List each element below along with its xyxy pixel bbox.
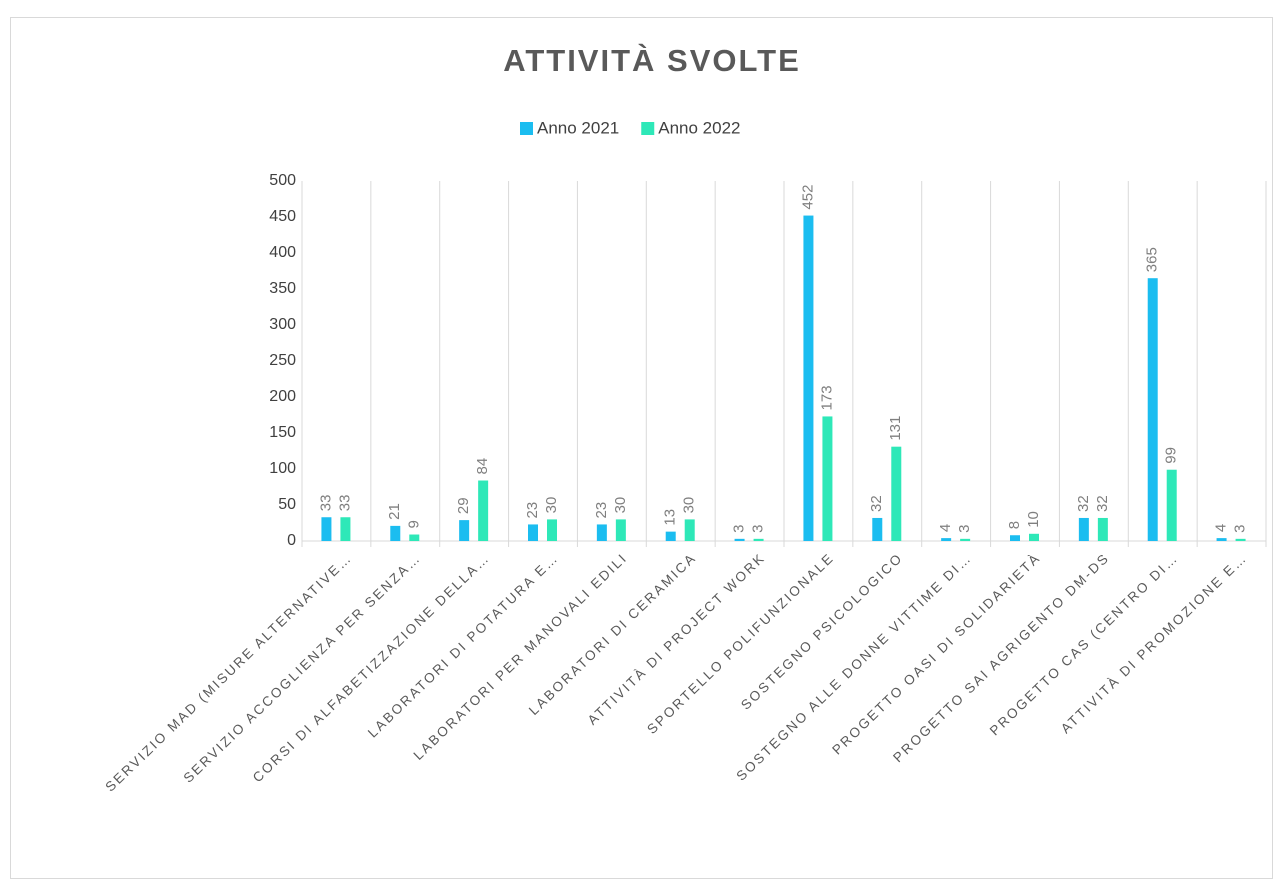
- y-tick-label: 0: [287, 532, 296, 549]
- bar: [872, 517, 883, 541]
- bar: [340, 517, 351, 541]
- bar: [891, 446, 902, 541]
- y-tick-label: 300: [269, 316, 296, 333]
- bar: [734, 538, 745, 541]
- data-label: 131: [887, 416, 904, 441]
- data-label: 30: [681, 497, 698, 514]
- bar: [1216, 538, 1227, 541]
- data-label: 3: [1232, 524, 1249, 532]
- data-label: 29: [455, 497, 472, 514]
- bar: [478, 480, 489, 541]
- y-tick-label: 100: [269, 460, 296, 477]
- data-label: 3: [750, 524, 767, 532]
- bar: [1010, 535, 1020, 541]
- data-label: 23: [593, 502, 610, 519]
- data-label: 4: [937, 524, 954, 532]
- bar: [596, 524, 607, 541]
- data-label: 32: [1075, 495, 1092, 512]
- bar: [615, 519, 626, 541]
- data-label: 13: [662, 509, 679, 526]
- bar: [1029, 533, 1039, 541]
- data-label: 3: [731, 524, 748, 532]
- y-tick-label: 150: [269, 424, 296, 441]
- bar: [803, 215, 814, 541]
- data-label: 4: [1213, 524, 1230, 532]
- bar: [547, 519, 557, 541]
- bar: [1078, 517, 1089, 541]
- legend-label: Anno 2021: [537, 118, 619, 137]
- bar: [665, 531, 676, 541]
- data-label: 30: [543, 497, 560, 514]
- data-label: 10: [1025, 511, 1042, 528]
- bar: [941, 538, 952, 541]
- data-label: 21: [386, 503, 403, 520]
- data-label: 3: [956, 524, 973, 532]
- data-label: 33: [317, 495, 334, 512]
- data-label: 84: [474, 458, 491, 475]
- data-label: 8: [1006, 521, 1023, 529]
- bar: [321, 517, 332, 541]
- y-tick-label: 500: [269, 172, 296, 189]
- data-label: 23: [524, 502, 541, 519]
- y-tick-label: 350: [269, 280, 296, 297]
- data-label: 9: [405, 520, 422, 528]
- data-label: 33: [336, 495, 353, 512]
- bar: [1235, 538, 1246, 541]
- bar: [822, 416, 833, 541]
- data-label: 173: [818, 385, 835, 410]
- chart-border: [10, 17, 1273, 879]
- y-tick-label: 200: [269, 388, 296, 405]
- legend-label: Anno 2022: [658, 118, 740, 137]
- bar: [1097, 517, 1108, 541]
- data-label: 32: [1094, 495, 1111, 512]
- bar: [1166, 469, 1177, 541]
- data-label: 30: [612, 497, 629, 514]
- data-label: 99: [1163, 447, 1180, 464]
- bar: [960, 538, 971, 541]
- bar: [528, 524, 538, 541]
- bar: [684, 519, 695, 541]
- bar: [390, 525, 401, 541]
- data-label: 32: [868, 495, 885, 512]
- bar: [459, 520, 470, 541]
- legend-swatch: [520, 122, 533, 135]
- y-tick-label: 50: [278, 496, 296, 513]
- bar: [753, 538, 764, 541]
- bar: [409, 534, 420, 541]
- y-tick-label: 450: [269, 208, 296, 225]
- y-tick-label: 400: [269, 244, 296, 261]
- data-label: 452: [799, 185, 816, 210]
- bar: [1147, 278, 1158, 541]
- chart-title: ATTIVITÀ SVOLTE: [503, 43, 801, 78]
- y-tick-label: 250: [269, 352, 296, 369]
- data-label: 365: [1144, 247, 1161, 272]
- legend-swatch: [641, 122, 655, 135]
